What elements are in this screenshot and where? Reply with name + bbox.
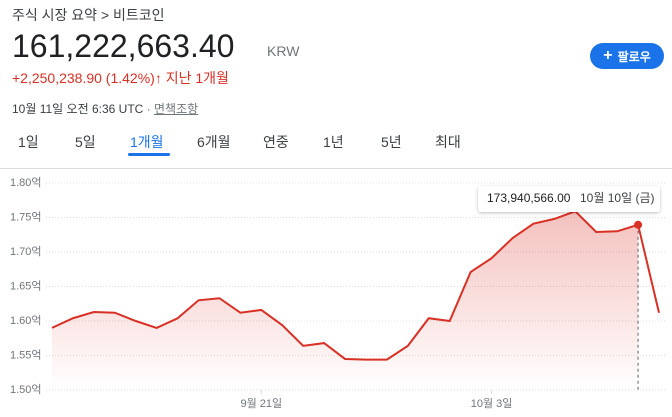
tab[interactable]: 5일 [75,134,96,150]
tooltip-box [478,186,660,212]
currency: KRW [267,43,300,59]
follow-icon: + [603,47,613,64]
area [52,211,639,390]
change-arrow: ↑ [154,70,162,86]
tooltip-date: 10월 10일 (금) [580,191,654,205]
y-tick-label: 1.70억 [10,245,42,258]
y-tick-label: 1.60억 [10,314,42,327]
x-tick-label: 9월 21일 [240,396,282,410]
tooltip: 173,940,566.00 10월 10일 (금) [478,186,660,212]
tab[interactable]: 1개월 [130,134,164,150]
timestamp: 10월 11일 오전 6:36 UTC [12,102,144,116]
tab[interactable]: 5년 [381,134,402,150]
x-tick-label: 10월 3일 [471,396,513,410]
line [51,210,660,361]
follow-label: 팔로우 [617,49,651,64]
price: 161,222,663.40 [12,28,235,64]
change-value: +2,250,238.90 (1.42%) [12,70,155,86]
tab[interactable]: 6개월 [197,134,231,150]
y-tick-label: 1.55억 [10,348,42,361]
hover-dot [634,220,643,229]
separator: · [146,102,151,116]
tooltip-value: 173,940,566.00 [487,191,571,205]
y-tick-label: 1.80억 [10,176,42,189]
tab[interactable]: 1년 [323,134,344,150]
tab[interactable]: 1일 [18,134,39,150]
timestamp-row: 10월 11일 오전 6:36 UTC · 면책조항 [12,100,198,117]
period: 지난 1개월 [165,70,229,86]
y-tick-label: 1.65억 [10,279,42,292]
y-tick-label: 1.50억 [10,383,42,396]
tab-underline [128,153,170,156]
change: +2,250,238.90 (1.42%)↑ 지난 1개월 [12,68,229,88]
follow-button[interactable]: + 팔로우 [590,43,664,69]
divider [0,168,672,169]
breadcrumb[interactable]: 주식 시장 요약 > 비트코인 [12,7,165,23]
tab[interactable]: 최대 [435,134,461,150]
disclaimer[interactable]: 면책조항 [154,102,199,116]
tab[interactable]: 연중 [263,134,289,150]
y-tick-label: 1.75억 [10,210,42,223]
